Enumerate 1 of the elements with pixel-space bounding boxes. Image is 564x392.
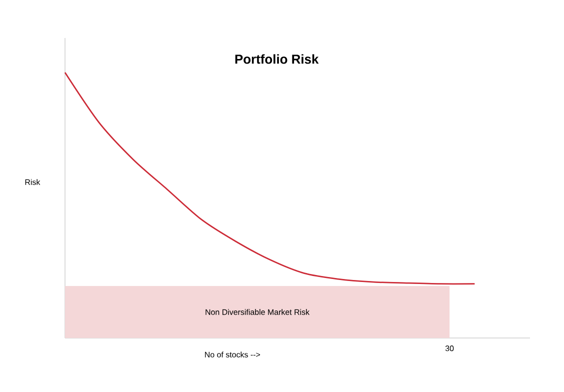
- chart-title: Portfolio Risk: [235, 54, 319, 64]
